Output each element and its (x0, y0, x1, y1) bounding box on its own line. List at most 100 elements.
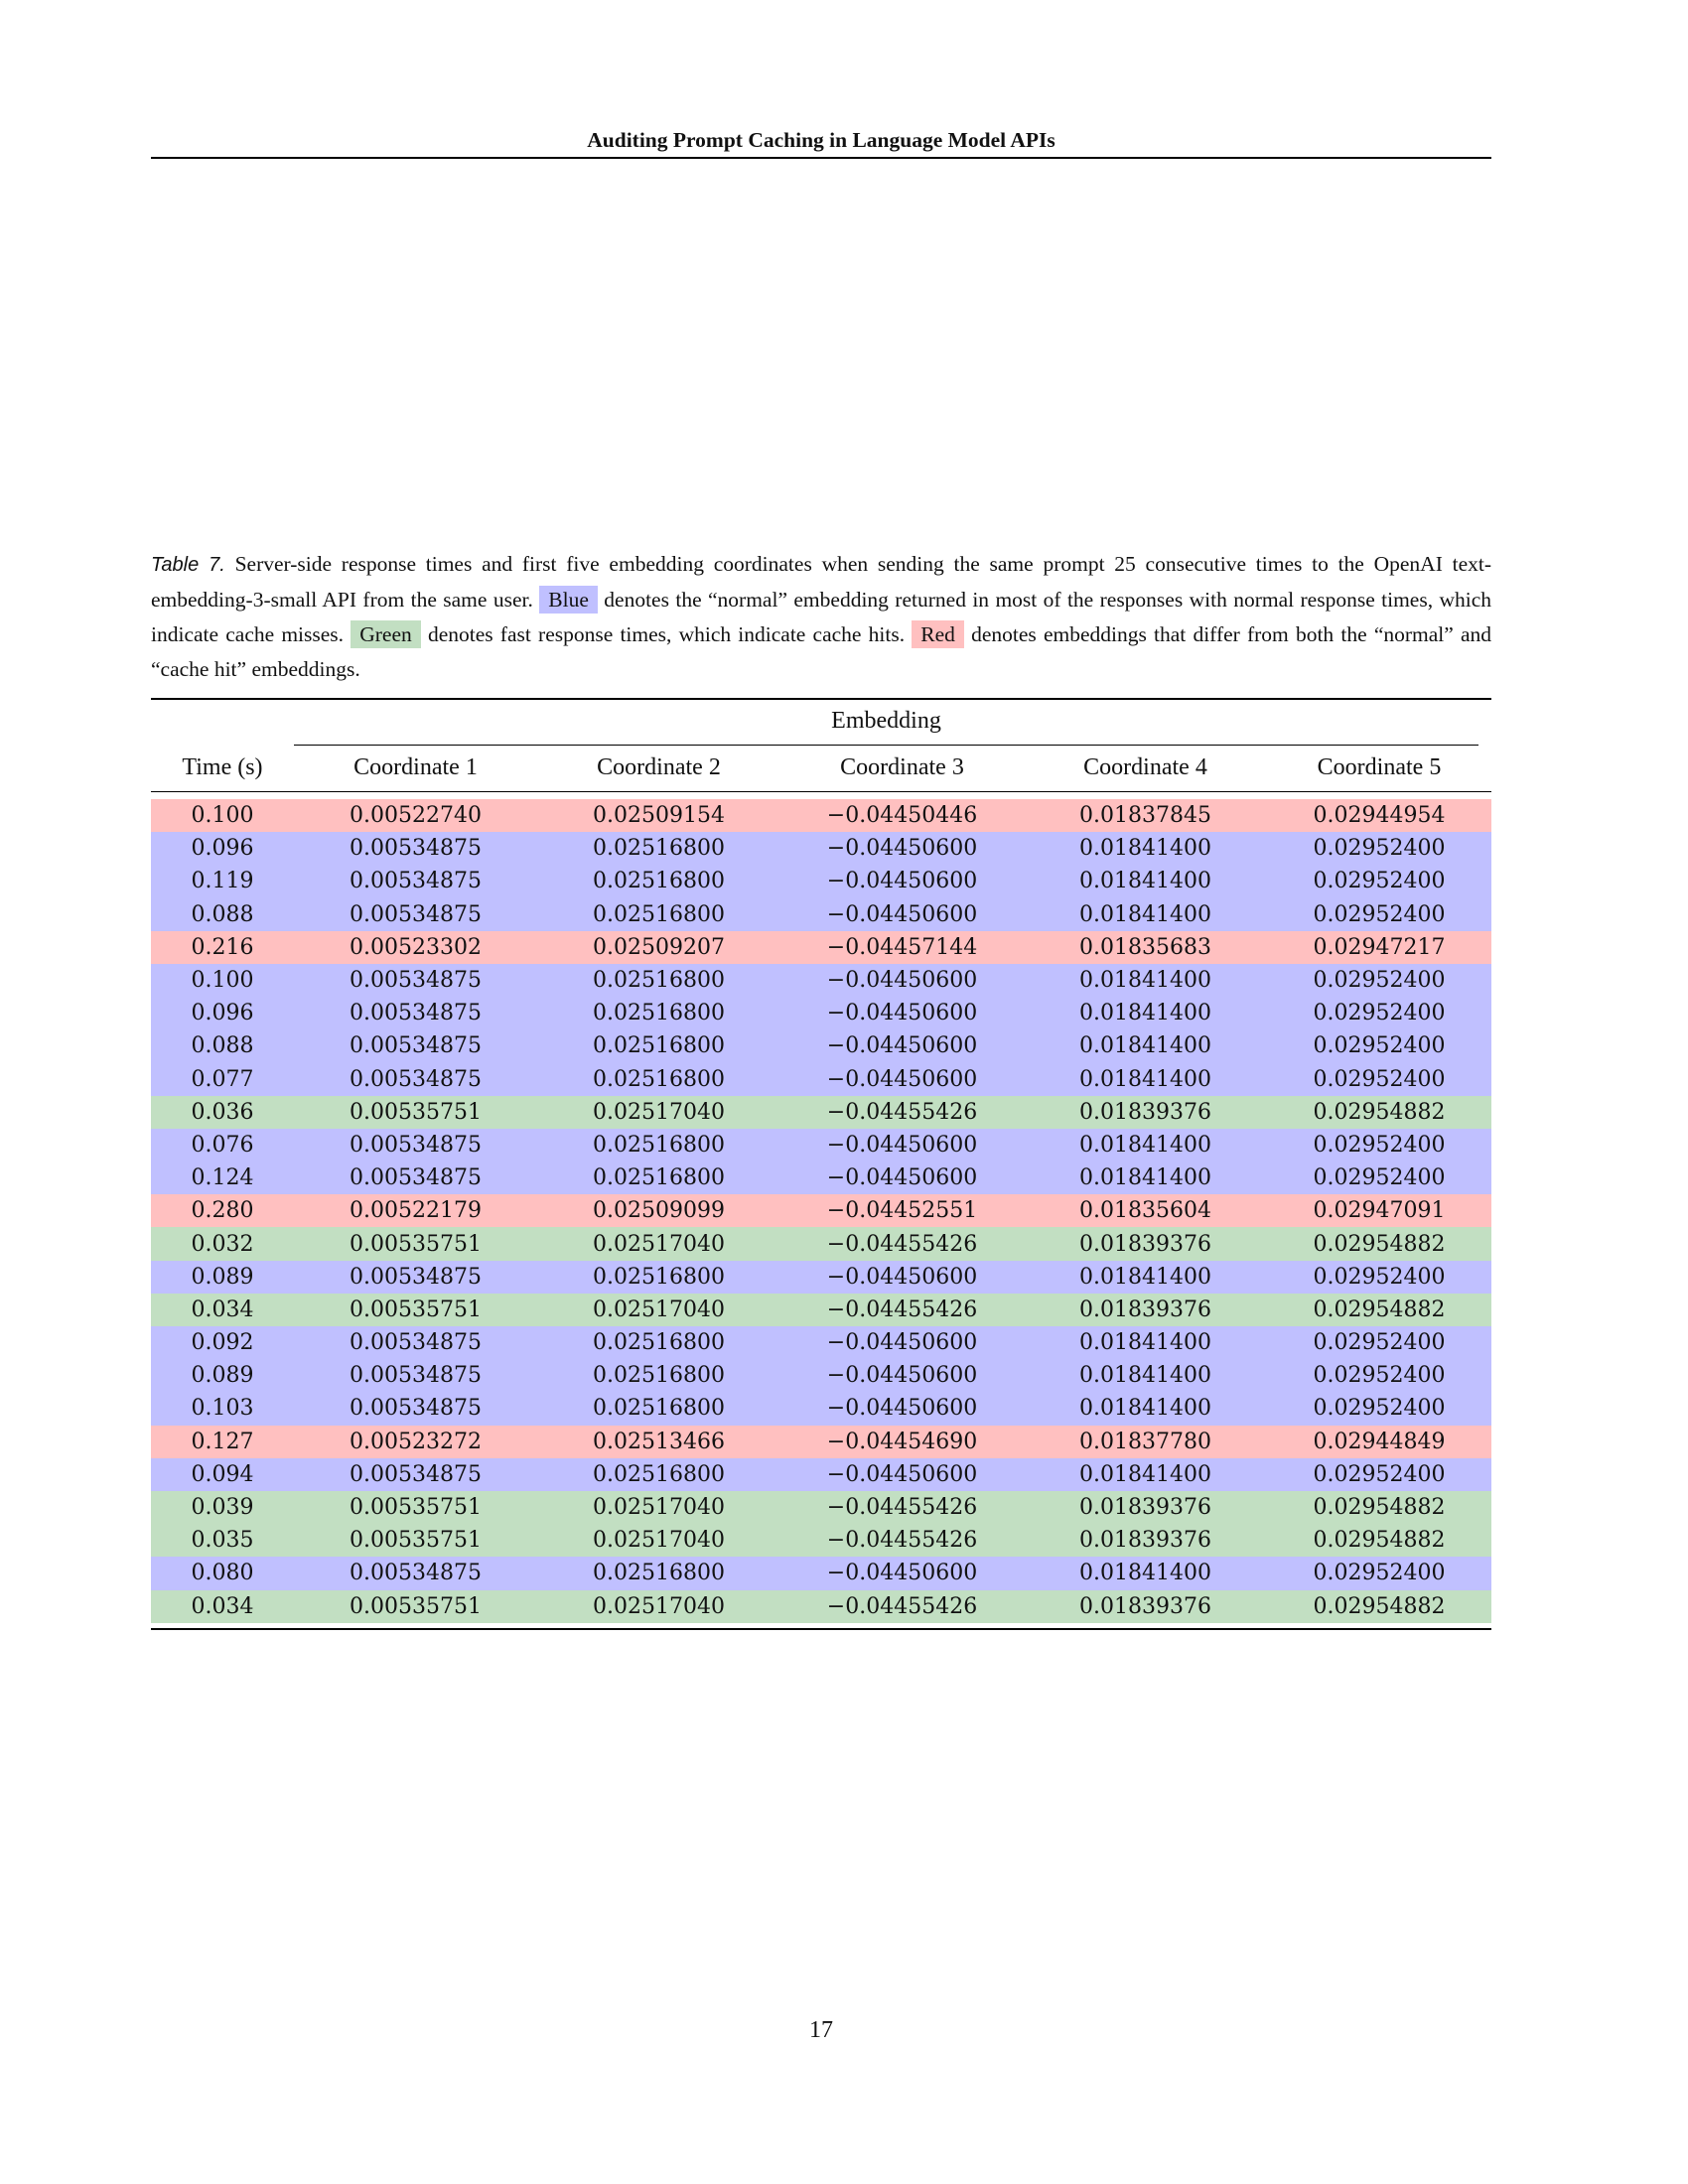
coordinate-cell: 0.02516800 (537, 897, 780, 931)
coordinate-cell: 0.02516800 (537, 963, 780, 998)
coordinate-cell: 0.01841400 (1024, 1457, 1267, 1491)
coordinate-cell: 0.01839376 (1024, 1293, 1267, 1326)
time-cell: 0.119 (151, 865, 294, 898)
coordinate-cell: 0.01839376 (1024, 1524, 1267, 1558)
coordinate-cell: 0.02517040 (537, 1227, 780, 1261)
coordinate-cell: 0.00534875 (294, 897, 537, 931)
coordinate-cell: −0.04450600 (780, 997, 1024, 1030)
time-cell: 0.034 (151, 1293, 294, 1326)
time-cell: 0.034 (151, 1589, 294, 1623)
table-row: 0.034 0.00535751 0.02517040 −0.04455426 0.01… (151, 1293, 1491, 1326)
coordinate-cell: 0.02517040 (537, 1293, 780, 1326)
table-row: 0.076 0.00534875 0.02516800 −0.04450600 0.01… (151, 1128, 1491, 1162)
table-row: 0.100 0.00522740 0.02509154 −0.04450446 0.01… (151, 799, 1491, 833)
coordinate-cell: 0.02952400 (1267, 1457, 1491, 1491)
coordinate-cell: 0.02517040 (537, 1490, 780, 1525)
coordinate-cell: 0.00534875 (294, 1392, 537, 1426)
coordinate-cell: −0.04450600 (780, 897, 1024, 931)
time-cell: 0.094 (151, 1457, 294, 1491)
coordinate-cell: −0.04455426 (780, 1524, 1024, 1558)
coordinate-cell: −0.04455426 (780, 1490, 1024, 1525)
coordinate-cell: 0.02513466 (537, 1425, 780, 1458)
column-header-time: Time (s) (182, 754, 263, 780)
coordinate-cell: 0.01841400 (1024, 1392, 1267, 1426)
coordinate-cell: 0.00534875 (294, 1161, 537, 1195)
coordinate-cell: 0.02952400 (1267, 1260, 1491, 1294)
coordinate-cell: 0.00534875 (294, 1557, 537, 1590)
coordinate-cell: 0.02952400 (1267, 963, 1491, 998)
coordinate-cell: −0.04450600 (780, 832, 1024, 866)
coordinate-cell: 0.02954882 (1267, 1095, 1491, 1129)
coordinate-cell: 0.01841400 (1024, 832, 1267, 866)
column-header-coordinate-3: Coordinate 3 (840, 754, 964, 780)
table-row: 0.119 0.00534875 0.02516800 −0.04450600 0.01… (151, 865, 1491, 898)
time-cell: 0.089 (151, 1359, 294, 1393)
red-swatch: Red (912, 620, 964, 648)
coordinate-cell: 0.00522740 (294, 799, 537, 833)
table-row: 0.092 0.00534875 0.02516800 −0.04450600 0.01… (151, 1326, 1491, 1360)
coordinate-cell: −0.04450600 (780, 1062, 1024, 1096)
coordinate-cell: 0.02944849 (1267, 1425, 1491, 1458)
green-swatch: Green (351, 620, 421, 648)
coordinate-cell: −0.04450446 (780, 799, 1024, 833)
coordinate-cell: −0.04455426 (780, 1293, 1024, 1326)
table-row: 0.127 0.00523272 0.02513466 −0.04454690 0.01… (151, 1425, 1491, 1458)
time-cell: 0.216 (151, 930, 294, 964)
table-row: 0.096 0.00534875 0.02516800 −0.04450600 0.01… (151, 832, 1491, 866)
table-row: 0.280 0.00522179 0.02509099 −0.04452551 0.01… (151, 1194, 1491, 1228)
coordinate-cell: 0.02954882 (1267, 1524, 1491, 1558)
coordinate-cell: 0.02516800 (537, 1029, 780, 1063)
time-cell: 0.127 (151, 1425, 294, 1458)
embedding-group-header: Embedding (831, 708, 941, 734)
time-cell: 0.032 (151, 1227, 294, 1261)
coordinate-cell: 0.01841400 (1024, 997, 1267, 1030)
coordinate-cell: 0.01837845 (1024, 799, 1267, 833)
table-row: 0.080 0.00534875 0.02516800 −0.04450600 0.01… (151, 1557, 1491, 1590)
coordinate-cell: 0.01837780 (1024, 1425, 1267, 1458)
caption-text-1: Server-side response times and first fiv… (151, 552, 1491, 612)
time-cell: 0.035 (151, 1524, 294, 1558)
coordinate-cell: 0.01839376 (1024, 1227, 1267, 1261)
time-cell: 0.036 (151, 1095, 294, 1129)
coordinate-cell: 0.00523302 (294, 930, 537, 964)
table-header-rule (151, 791, 1491, 793)
coordinate-cell: −0.04450600 (780, 1128, 1024, 1162)
coordinate-cell: 0.02952400 (1267, 1359, 1491, 1393)
time-cell: 0.280 (151, 1194, 294, 1228)
coordinate-cell: 0.02517040 (537, 1524, 780, 1558)
column-header-coordinate-5: Coordinate 5 (1317, 754, 1442, 780)
time-cell: 0.124 (151, 1161, 294, 1195)
coordinate-cell: 0.02516800 (537, 1557, 780, 1590)
coordinate-cell: 0.02517040 (537, 1095, 780, 1129)
coordinate-cell: 0.00534875 (294, 1062, 537, 1096)
time-cell: 0.080 (151, 1557, 294, 1590)
table-row: 0.089 0.00534875 0.02516800 −0.04450600 0.01… (151, 1359, 1491, 1393)
coordinate-cell: −0.04450600 (780, 963, 1024, 998)
coordinate-cell: −0.04450600 (780, 1161, 1024, 1195)
time-cell: 0.077 (151, 1062, 294, 1096)
column-header-coordinate-1: Coordinate 1 (353, 754, 478, 780)
coordinate-cell: 0.00534875 (294, 1359, 537, 1393)
coordinate-cell: 0.02952400 (1267, 1128, 1491, 1162)
table-row: 0.039 0.00535751 0.02517040 −0.04455426 0.01… (151, 1490, 1491, 1525)
coordinate-cell: 0.01841400 (1024, 1326, 1267, 1360)
table-row: 0.032 0.00535751 0.02517040 −0.04455426 0.01… (151, 1227, 1491, 1261)
blue-swatch: Blue (539, 586, 598, 614)
caption-text-2: denotes the “normal” embedding returned … (151, 588, 1492, 646)
coordinate-cell: 0.02516800 (537, 1062, 780, 1096)
coordinate-cell: 0.00534875 (294, 1457, 537, 1491)
coordinate-cell: 0.02516800 (537, 1457, 780, 1491)
coordinate-cell: 0.02516800 (537, 1359, 780, 1393)
table-row: 0.216 0.00523302 0.02509207 −0.04457144 0.01… (151, 930, 1491, 964)
coordinate-cell: 0.00535751 (294, 1095, 537, 1129)
time-cell: 0.092 (151, 1326, 294, 1360)
table-row: 0.036 0.00535751 0.02517040 −0.04455426 0.01… (151, 1095, 1491, 1129)
coordinate-cell: −0.04450600 (780, 1457, 1024, 1491)
coordinate-cell: 0.02516800 (537, 1161, 780, 1195)
coordinate-cell: 0.02954882 (1267, 1490, 1491, 1525)
coordinate-cell: 0.02509154 (537, 799, 780, 833)
coordinate-cell: 0.02944954 (1267, 799, 1491, 833)
table-row: 0.077 0.00534875 0.02516800 −0.04450600 0.01… (151, 1062, 1491, 1096)
table-row: 0.124 0.00534875 0.02516800 −0.04450600 0.01… (151, 1161, 1491, 1195)
table-row: 0.088 0.00534875 0.02516800 −0.04450600 0.01… (151, 897, 1491, 931)
